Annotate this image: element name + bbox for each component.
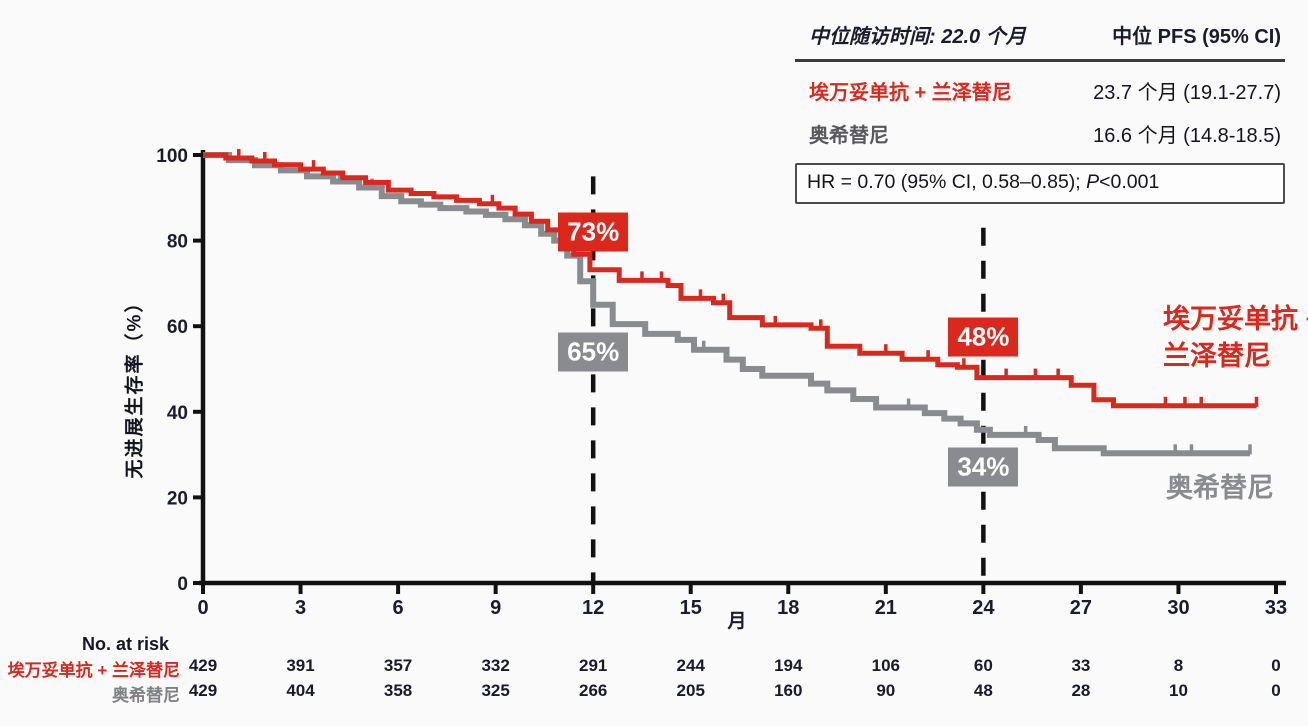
risk-count: 48 xyxy=(973,681,993,700)
y-tick-label: 0 xyxy=(177,574,188,595)
risk-count: 325 xyxy=(481,681,510,700)
risk-count: 0 xyxy=(1271,656,1281,675)
x-tick-label: 30 xyxy=(1167,597,1189,619)
hr-text: HR = 0.70 (95% CI, 0.58–0.85); xyxy=(807,171,1087,193)
x-tick-label: 12 xyxy=(582,597,604,619)
x-tick-label: 6 xyxy=(393,597,404,619)
risk-count: 194 xyxy=(774,656,803,675)
risk-count: 90 xyxy=(876,681,896,700)
x-tick-label: 18 xyxy=(777,597,799,619)
risk-count: 10 xyxy=(1168,681,1188,700)
y-axis-title: 无进展生存率（%） xyxy=(124,291,146,479)
hazard-ratio-box: HR = 0.70 (95% CI, 0.58–0.85); P<0.001 xyxy=(795,163,1285,204)
risk-count: 404 xyxy=(286,681,315,700)
x-tick-label: 15 xyxy=(680,597,702,619)
x-tick-label: 27 xyxy=(1070,597,1092,619)
risk-count: 291 xyxy=(578,656,608,675)
treatment-arm-label: 埃万妥单抗 + 兰泽替尼 xyxy=(809,82,1012,104)
risk-count: 205 xyxy=(676,681,705,700)
x-tick-label: 3 xyxy=(295,597,306,619)
risk-count: 332 xyxy=(481,656,510,675)
risk-count: 60 xyxy=(973,656,993,675)
risk-count: 106 xyxy=(871,656,900,675)
y-tick-label: 20 xyxy=(167,488,188,509)
y-tick-label: 80 xyxy=(167,232,188,253)
risk-table: No. at risk 埃万妥单抗 + 兰泽替尼 429 391 357 332 291 2… xyxy=(0,630,1308,722)
risk-count: 8 xyxy=(1173,656,1184,675)
x-tick-label: 21 xyxy=(875,597,897,619)
hr-p-value: <0.001 xyxy=(1099,171,1160,193)
x-axis-title: 月 xyxy=(726,611,746,632)
y-tick-label: 60 xyxy=(167,317,188,338)
x-tick-label: 0 xyxy=(197,597,208,619)
x-tick-label: 33 xyxy=(1265,597,1287,619)
risk-row-label: 奥希替尼 xyxy=(112,686,180,705)
stats-panel: 中位随访时间: 22.0 个月 中位 PFS (95% CI) 埃万妥单抗 + … xyxy=(795,12,1285,204)
risk-row-label: 埃万妥单抗 + 兰泽替尼 xyxy=(7,661,180,680)
risk-count: 429 xyxy=(188,681,218,700)
median-followup-label: 中位随访时间: 22.0 个月 xyxy=(809,26,1026,48)
risk-count: 266 xyxy=(578,681,608,700)
x-tick-label: 24 xyxy=(972,597,995,619)
risk-count: 391 xyxy=(286,656,315,675)
control-arm-label: 奥希替尼 xyxy=(809,125,889,147)
risk-count: 28 xyxy=(1071,681,1091,700)
treatment-arm-median-pfs: 23.7 个月 (19.1-27.7) xyxy=(1093,82,1281,104)
y-tick-label: 40 xyxy=(167,403,188,424)
risk-count: 358 xyxy=(383,681,413,700)
stats-panel-header: 中位随访时间: 22.0 个月 中位 PFS (95% CI) xyxy=(795,12,1285,62)
risk-count: 244 xyxy=(676,656,705,675)
treatment-arm-row: 埃万妥单抗 + 兰泽替尼 23.7 个月 (19.1-27.7) xyxy=(795,62,1285,105)
km-curve-osimertinib xyxy=(203,152,1250,457)
y-tick-label: 100 xyxy=(156,146,188,167)
risk-table-header: No. at risk xyxy=(82,634,170,654)
risk-count: 0 xyxy=(1271,681,1281,700)
risk-count: 429 xyxy=(188,656,218,675)
control-arm-median-pfs: 16.6 个月 (14.8-18.5) xyxy=(1093,125,1281,147)
median-pfs-header: 中位 PFS (95% CI) xyxy=(1112,26,1281,48)
hr-p-italic: P xyxy=(1086,171,1100,193)
risk-count: 33 xyxy=(1071,656,1091,675)
x-tick-label: 9 xyxy=(490,597,501,619)
risk-count: 160 xyxy=(774,681,803,700)
control-arm-row: 奥希替尼 16.6 个月 (14.8-18.5) xyxy=(795,105,1285,148)
risk-count: 357 xyxy=(383,656,413,675)
